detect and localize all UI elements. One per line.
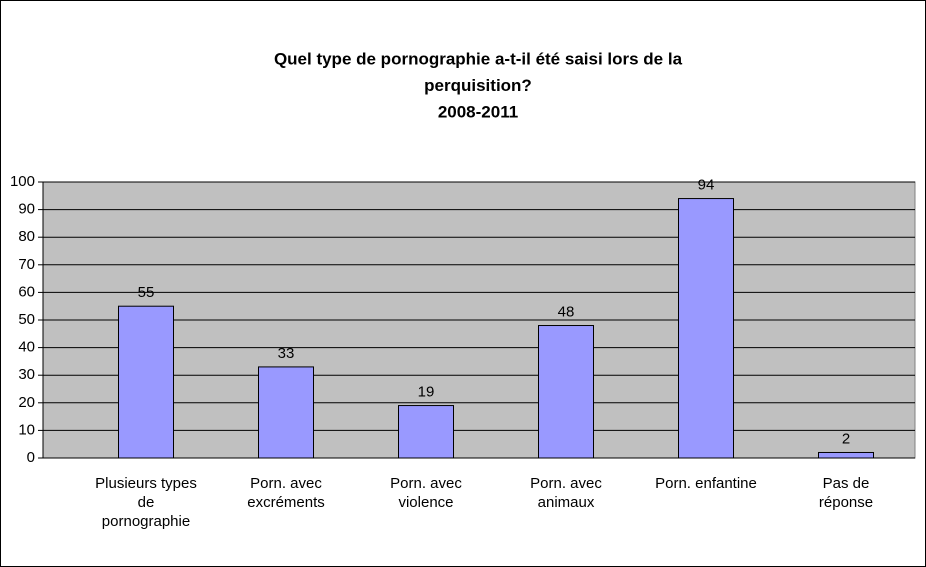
bar [118, 305, 174, 459]
x-tick-label: Pas de réponse [818, 475, 874, 511]
x-tick-label: Porn. avec animaux [530, 475, 602, 511]
bar [258, 366, 314, 459]
y-tick-label: 80 [18, 228, 35, 245]
y-tick-label: 60 [18, 283, 35, 300]
x-tick-label: Porn. enfantine [655, 475, 757, 492]
value-label: 19 [418, 384, 435, 401]
y-tick-label: 30 [18, 366, 35, 383]
bar [538, 325, 594, 459]
value-label: 55 [138, 284, 155, 301]
y-tick-label: 70 [18, 256, 35, 273]
y-tick-label: 100 [10, 173, 35, 190]
bar [398, 405, 454, 459]
y-tick-label: 90 [18, 201, 35, 218]
x-tick-label: Plusieurs types de pornographie [95, 475, 197, 530]
y-tick-label: 20 [18, 394, 35, 411]
value-label: 94 [698, 177, 715, 194]
chart-title: 2008-2011 [438, 102, 518, 121]
y-tick-label: 50 [18, 311, 35, 328]
chart-title: perquisition? [424, 76, 532, 95]
x-tick-label: Porn. avec excréments [247, 475, 325, 511]
y-tick-label: 0 [27, 449, 35, 466]
value-label: 33 [278, 345, 295, 362]
y-tick-label: 10 [18, 421, 35, 438]
chart-title: Quel type de pornographie a-t-il été sai… [274, 49, 683, 68]
x-tick-label: Porn. avec violence [390, 475, 462, 511]
value-label: 48 [558, 303, 575, 320]
y-tick-label: 40 [18, 339, 35, 356]
bar [818, 451, 874, 459]
value-label: 2 [842, 430, 850, 447]
bar [678, 198, 734, 459]
